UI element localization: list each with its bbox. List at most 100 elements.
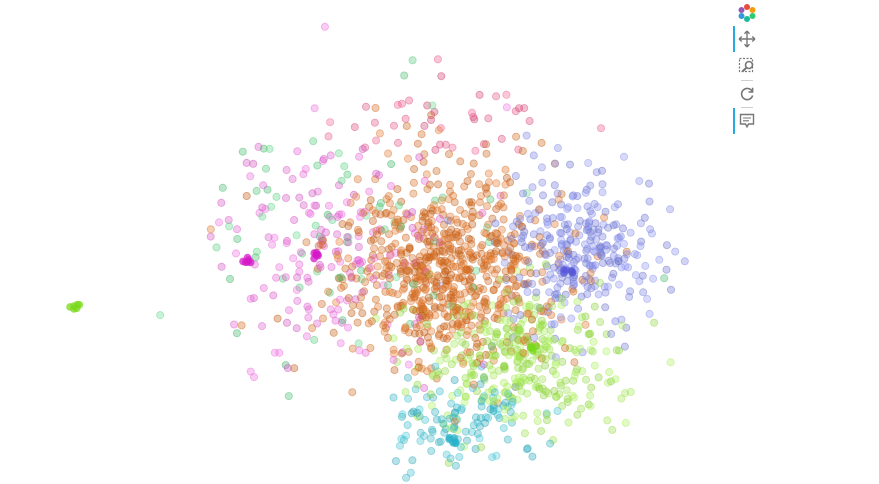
- scatter-point[interactable]: [355, 152, 364, 161]
- scatter-point[interactable]: [569, 287, 578, 296]
- scatter-point[interactable]: [458, 219, 467, 228]
- scatter-point[interactable]: [553, 406, 562, 415]
- scatter-point[interactable]: [529, 230, 538, 239]
- scatter-point[interactable]: [538, 277, 547, 286]
- scatter-point[interactable]: [450, 417, 459, 426]
- scatter-point[interactable]: [551, 159, 560, 168]
- scatter-point[interactable]: [434, 180, 443, 189]
- scatter-point[interactable]: [409, 280, 418, 289]
- scatter-point[interactable]: [401, 323, 410, 332]
- scatter-point[interactable]: [407, 293, 416, 302]
- scatter-point[interactable]: [295, 193, 304, 202]
- scatter-point[interactable]: [583, 202, 592, 211]
- scatter-point[interactable]: [443, 258, 452, 267]
- scatter-point[interactable]: [303, 302, 312, 311]
- scatter-point[interactable]: [486, 195, 495, 204]
- scatter-point[interactable]: [365, 187, 374, 196]
- scatter-point[interactable]: [403, 210, 412, 219]
- scatter-point[interactable]: [282, 236, 291, 245]
- scatter-point[interactable]: [454, 246, 463, 255]
- scatter-point[interactable]: [491, 229, 500, 238]
- scatter-point[interactable]: [615, 280, 624, 289]
- scatter-point[interactable]: [447, 260, 456, 269]
- scatter-point[interactable]: [380, 318, 389, 327]
- scatter-point[interactable]: [459, 259, 468, 268]
- scatter-point[interactable]: [401, 388, 410, 397]
- scatter-point[interactable]: [556, 381, 565, 390]
- scatter-point[interactable]: [431, 362, 440, 371]
- scatter-point[interactable]: [484, 169, 493, 178]
- scatter-point[interactable]: [336, 339, 345, 348]
- scatter-point[interactable]: [519, 315, 528, 324]
- scatter-point[interactable]: [537, 427, 546, 436]
- scatter-point[interactable]: [444, 150, 453, 159]
- scatter-point[interactable]: [621, 389, 630, 398]
- scatter-point[interactable]: [596, 317, 605, 326]
- scatter-point[interactable]: [464, 234, 473, 243]
- scatter-point[interactable]: [430, 233, 439, 242]
- scatter-point[interactable]: [454, 249, 463, 258]
- scatter-point[interactable]: [532, 288, 541, 297]
- scatter-point[interactable]: [502, 303, 511, 312]
- scatter-point[interactable]: [401, 431, 410, 440]
- scatter-point[interactable]: [436, 356, 445, 365]
- scatter-point[interactable]: [513, 356, 522, 365]
- scatter-point[interactable]: [354, 339, 363, 348]
- scatter-point[interactable]: [561, 290, 570, 299]
- scatter-point[interactable]: [572, 255, 581, 264]
- scatter-point[interactable]: [355, 301, 364, 310]
- scatter-point[interactable]: [385, 287, 394, 296]
- bokeh-logo-icon[interactable]: [733, 0, 761, 26]
- scatter-point[interactable]: [492, 451, 501, 460]
- scatter-point[interactable]: [421, 213, 430, 222]
- scatter-point[interactable]: [475, 90, 484, 99]
- scatter-point[interactable]: [548, 214, 557, 223]
- scatter-point[interactable]: [310, 335, 319, 344]
- scatter-point[interactable]: [581, 320, 590, 329]
- scatter-point[interactable]: [557, 294, 566, 303]
- scatter-point[interactable]: [529, 151, 538, 160]
- scatter-point[interactable]: [225, 222, 234, 231]
- scatter-point[interactable]: [358, 257, 367, 266]
- scatter-point[interactable]: [501, 398, 510, 407]
- scatter-point[interactable]: [491, 219, 500, 228]
- scatter-point[interactable]: [412, 288, 421, 297]
- scatter-point[interactable]: [156, 311, 165, 320]
- scatter-point[interactable]: [430, 285, 439, 294]
- scatter-point[interactable]: [485, 361, 494, 370]
- scatter-point[interactable]: [343, 170, 352, 179]
- scatter-point-highlight[interactable]: [451, 439, 460, 448]
- scatter-point[interactable]: [506, 243, 515, 252]
- scatter-point[interactable]: [403, 421, 412, 430]
- scatter-point[interactable]: [546, 439, 555, 448]
- scatter-point[interactable]: [369, 274, 378, 283]
- scatter-point[interactable]: [609, 244, 618, 253]
- scatter-point[interactable]: [568, 192, 577, 201]
- scatter-point[interactable]: [485, 396, 494, 405]
- scatter-point[interactable]: [532, 269, 541, 278]
- scatter-point[interactable]: [564, 418, 573, 427]
- scatter-point[interactable]: [415, 329, 424, 338]
- scatter-point[interactable]: [503, 331, 512, 340]
- scatter-point[interactable]: [237, 321, 246, 330]
- scatter-point[interactable]: [393, 185, 402, 194]
- scatter-point[interactable]: [475, 180, 484, 189]
- scatter-point[interactable]: [397, 99, 406, 108]
- scatter-point[interactable]: [311, 221, 320, 230]
- scatter-point[interactable]: [516, 330, 525, 339]
- scatter-point[interactable]: [546, 270, 555, 279]
- scatter-point[interactable]: [440, 349, 449, 358]
- scatter-point[interactable]: [380, 225, 389, 234]
- scatter-point[interactable]: [433, 55, 442, 64]
- scatter-point[interactable]: [371, 314, 380, 323]
- scatter-point[interactable]: [316, 263, 325, 272]
- scatter-point[interactable]: [504, 351, 513, 360]
- scatter-point[interactable]: [405, 96, 414, 105]
- scatter-point[interactable]: [364, 319, 373, 328]
- scatter-point[interactable]: [564, 253, 573, 262]
- scatter-point[interactable]: [605, 367, 614, 376]
- scatter-point[interactable]: [611, 375, 620, 384]
- scatter-point[interactable]: [528, 327, 537, 336]
- scatter-point[interactable]: [603, 416, 612, 425]
- scatter-point[interactable]: [313, 187, 322, 196]
